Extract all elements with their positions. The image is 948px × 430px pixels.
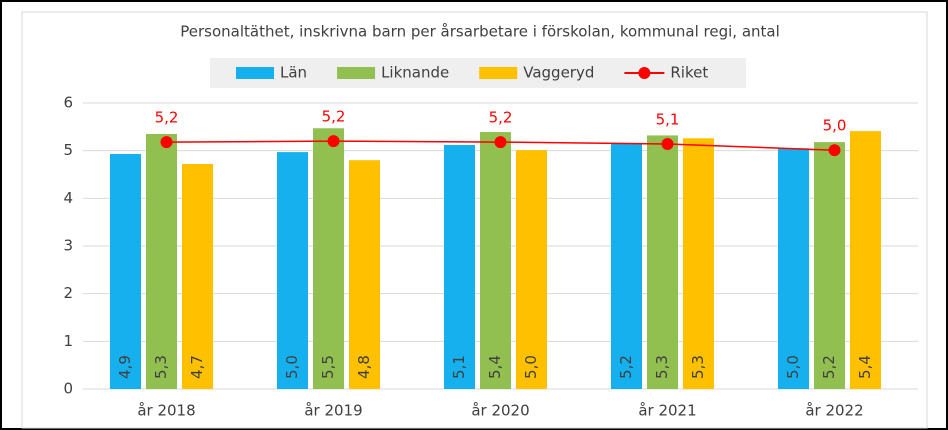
bar [778, 148, 809, 389]
bar-value-label: 5,2 [617, 355, 635, 379]
legend-label: Vaggeryd [523, 64, 594, 82]
y-tick-label: 5 [63, 141, 73, 159]
chart-title: Personaltäthet, inskrivna barn per årsar… [180, 23, 780, 41]
bar [349, 160, 380, 389]
line-point [494, 136, 507, 149]
bar-value-label: 5,4 [486, 355, 504, 379]
line-point [160, 136, 173, 149]
line-value-label: 5,1 [656, 110, 680, 128]
legend-label: Riket [670, 64, 708, 82]
x-tick-label: år 2019 [304, 402, 362, 420]
bar [683, 138, 714, 389]
bar [814, 142, 845, 389]
bar [146, 133, 177, 389]
bar [277, 152, 308, 389]
legend-swatch [236, 67, 274, 79]
bar [850, 131, 881, 389]
y-tick-label: 6 [63, 94, 73, 112]
bar-value-label: 5,3 [653, 355, 671, 379]
bar-value-label: 4,8 [355, 355, 373, 379]
line-point [828, 144, 841, 157]
bar [480, 132, 511, 389]
line-value-label: 5,2 [155, 109, 179, 127]
x-tick-label: år 2020 [471, 402, 529, 420]
y-tick-label: 3 [63, 237, 73, 255]
bar-value-label: 5,3 [152, 355, 170, 379]
bar-value-label: 5,0 [283, 355, 301, 379]
bar [182, 164, 213, 389]
y-tick-label: 4 [63, 189, 73, 207]
line-value-label: 5,2 [489, 109, 513, 127]
bar [516, 150, 547, 389]
x-tick-label: år 2022 [805, 402, 863, 420]
bar [444, 144, 475, 389]
bar-value-label: 5,0 [522, 355, 540, 379]
bar [647, 135, 678, 389]
bar [313, 128, 344, 389]
bar-value-label: 5,2 [820, 355, 838, 379]
chart-area [21, 11, 928, 429]
legend-swatch [479, 67, 518, 79]
legend-swatch [337, 67, 376, 79]
x-tick-label: år 2018 [137, 402, 195, 420]
bar-value-label: 5,3 [689, 355, 707, 379]
line-value-label: 5,0 [823, 117, 847, 135]
legend-label: Län [280, 64, 307, 82]
y-tick-label: 1 [63, 332, 73, 350]
y-tick-label: 2 [63, 284, 73, 302]
bar-value-label: 4,9 [116, 355, 134, 379]
bar [611, 143, 642, 389]
line-point [327, 135, 340, 148]
legend-marker [638, 67, 651, 79]
bar-value-label: 5,0 [784, 355, 802, 379]
y-tick-label: 0 [63, 380, 73, 398]
bar-value-label: 4,7 [188, 355, 206, 379]
line-point [661, 137, 674, 150]
legend-label: Liknande [381, 64, 449, 82]
x-tick-label: år 2021 [638, 402, 696, 420]
line-value-label: 5,2 [322, 108, 346, 126]
bar-value-label: 5,1 [450, 355, 468, 379]
bar-value-label: 5,5 [319, 355, 337, 379]
bar [110, 154, 141, 389]
bar-value-label: 5,4 [856, 355, 874, 379]
